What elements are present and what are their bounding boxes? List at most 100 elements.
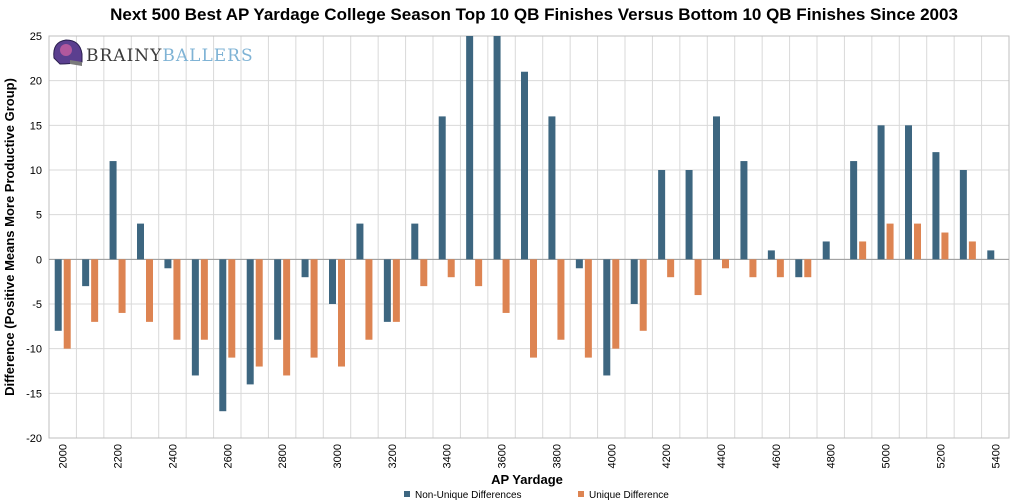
legend-label-non-unique: Non-Unique Differences	[415, 490, 522, 501]
bar-unique	[255, 259, 263, 367]
y-tick-label: 25	[30, 31, 42, 43]
y-tick-label: -20	[26, 433, 42, 445]
bar-non-unique	[191, 259, 199, 376]
bar-unique	[968, 241, 976, 260]
y-axis-ticks: 25 20 15 10 5 0 -5 -10 -15 -20	[26, 31, 42, 445]
helmet-icon	[53, 39, 83, 66]
bar-non-unique	[411, 223, 419, 260]
bar-unique	[173, 259, 181, 340]
y-tick-label: 10	[30, 165, 42, 177]
bar-unique	[722, 259, 729, 269]
bar-non-unique	[548, 116, 556, 260]
bar-non-unique	[466, 36, 474, 260]
chart-title: Next 500 Best AP Yardage College Season …	[110, 5, 958, 24]
bar-unique	[914, 223, 921, 260]
bar-non-unique	[685, 170, 693, 260]
legend: Non-Unique Differences Unique Difference	[404, 490, 669, 501]
plot-border	[48, 35, 1010, 439]
bar-unique	[475, 259, 483, 287]
x-tick-label: 3400	[442, 444, 454, 468]
bar-unique	[338, 259, 345, 367]
bar-unique	[392, 259, 400, 322]
x-tick-label: 4000	[606, 444, 618, 468]
bar-unique	[530, 259, 537, 358]
bar-unique	[365, 259, 373, 340]
bar-non-unique	[877, 125, 885, 260]
bar-unique	[612, 259, 620, 349]
legend-label-unique: Unique Difference	[589, 490, 669, 501]
bar-unique	[146, 259, 153, 322]
gridlines	[48, 35, 1010, 439]
bar-non-unique	[54, 259, 62, 331]
x-axis-ticks: 2000 2200 2400 2600 2800 3000 3200 3400 3600 3800…	[58, 444, 1003, 468]
bar-non-unique	[137, 223, 144, 260]
y-tick-label: 20	[30, 76, 42, 88]
bar-non-unique	[274, 259, 282, 340]
bar-unique	[283, 259, 291, 376]
bar-non-unique	[740, 161, 748, 260]
x-tick-label: 5200	[935, 444, 947, 468]
x-tick-label: 3600	[497, 444, 509, 468]
x-tick-label: 4200	[661, 444, 673, 468]
x-tick-label: 3200	[387, 444, 399, 468]
bar-unique	[776, 259, 784, 278]
bar-non-unique	[713, 116, 720, 260]
bar-non-unique	[246, 259, 254, 385]
bar-unique	[639, 259, 647, 331]
bar-unique	[310, 259, 318, 358]
x-tick-label: 5400	[990, 444, 1002, 468]
y-tick-label: 0	[36, 254, 42, 266]
y-tick-label: -5	[32, 299, 42, 311]
bar-non-unique	[850, 161, 858, 260]
bar-unique	[447, 259, 455, 278]
bar-unique	[228, 259, 236, 358]
x-tick-label: 2600	[222, 444, 234, 468]
bar-unique	[804, 259, 812, 278]
bar-non-unique	[521, 71, 528, 260]
logo-text-brainy: BRAINY	[86, 46, 162, 66]
bar-unique	[420, 259, 428, 287]
bar-non-unique	[932, 152, 940, 260]
y-tick-label: -10	[26, 344, 42, 356]
bar-non-unique	[109, 161, 117, 260]
bar-non-unique	[767, 250, 775, 260]
bar-unique	[667, 259, 675, 278]
bar-unique	[859, 241, 867, 260]
x-tick-label: 4400	[716, 444, 728, 468]
bar-unique	[91, 259, 99, 322]
bar-non-unique	[356, 223, 364, 260]
x-tick-label: 3800	[551, 444, 563, 468]
logo: BRAINYBALLERS	[53, 39, 254, 66]
bar-non-unique	[82, 259, 90, 287]
bar-non-unique	[795, 259, 803, 278]
bar-unique	[557, 259, 565, 340]
bar-unique	[502, 259, 510, 313]
bars	[54, 36, 995, 412]
bar-non-unique	[658, 170, 666, 260]
bar-non-unique	[575, 259, 583, 269]
y-tick-label: 5	[36, 210, 42, 222]
bar-non-unique	[603, 259, 611, 376]
x-tick-label: 2200	[113, 444, 125, 468]
legend-swatch-non-unique	[404, 491, 410, 497]
bar-non-unique	[164, 259, 172, 269]
x-tick-label: 3000	[332, 444, 344, 468]
y-axis-label: Difference (Positive Means More Producti…	[2, 78, 17, 396]
x-tick-label: 2000	[58, 444, 70, 468]
bar-non-unique	[383, 259, 391, 322]
bar-unique	[584, 259, 592, 358]
x-tick-label: 4600	[771, 444, 783, 468]
bar-unique	[749, 259, 757, 278]
bar-non-unique	[219, 259, 227, 412]
bar-non-unique	[987, 250, 995, 260]
x-axis-label: AP Yardage	[491, 472, 563, 487]
bar-unique	[941, 232, 949, 260]
x-tick-label: 5000	[881, 444, 893, 468]
svg-text:BRAINYBALLERS: BRAINYBALLERS	[86, 46, 254, 66]
logo-text-ballers: BALLERS	[162, 46, 253, 66]
bar-unique	[694, 259, 702, 296]
legend-swatch-unique	[578, 491, 584, 497]
y-tick-label: 15	[30, 120, 42, 132]
x-tick-label: 2800	[277, 444, 289, 468]
